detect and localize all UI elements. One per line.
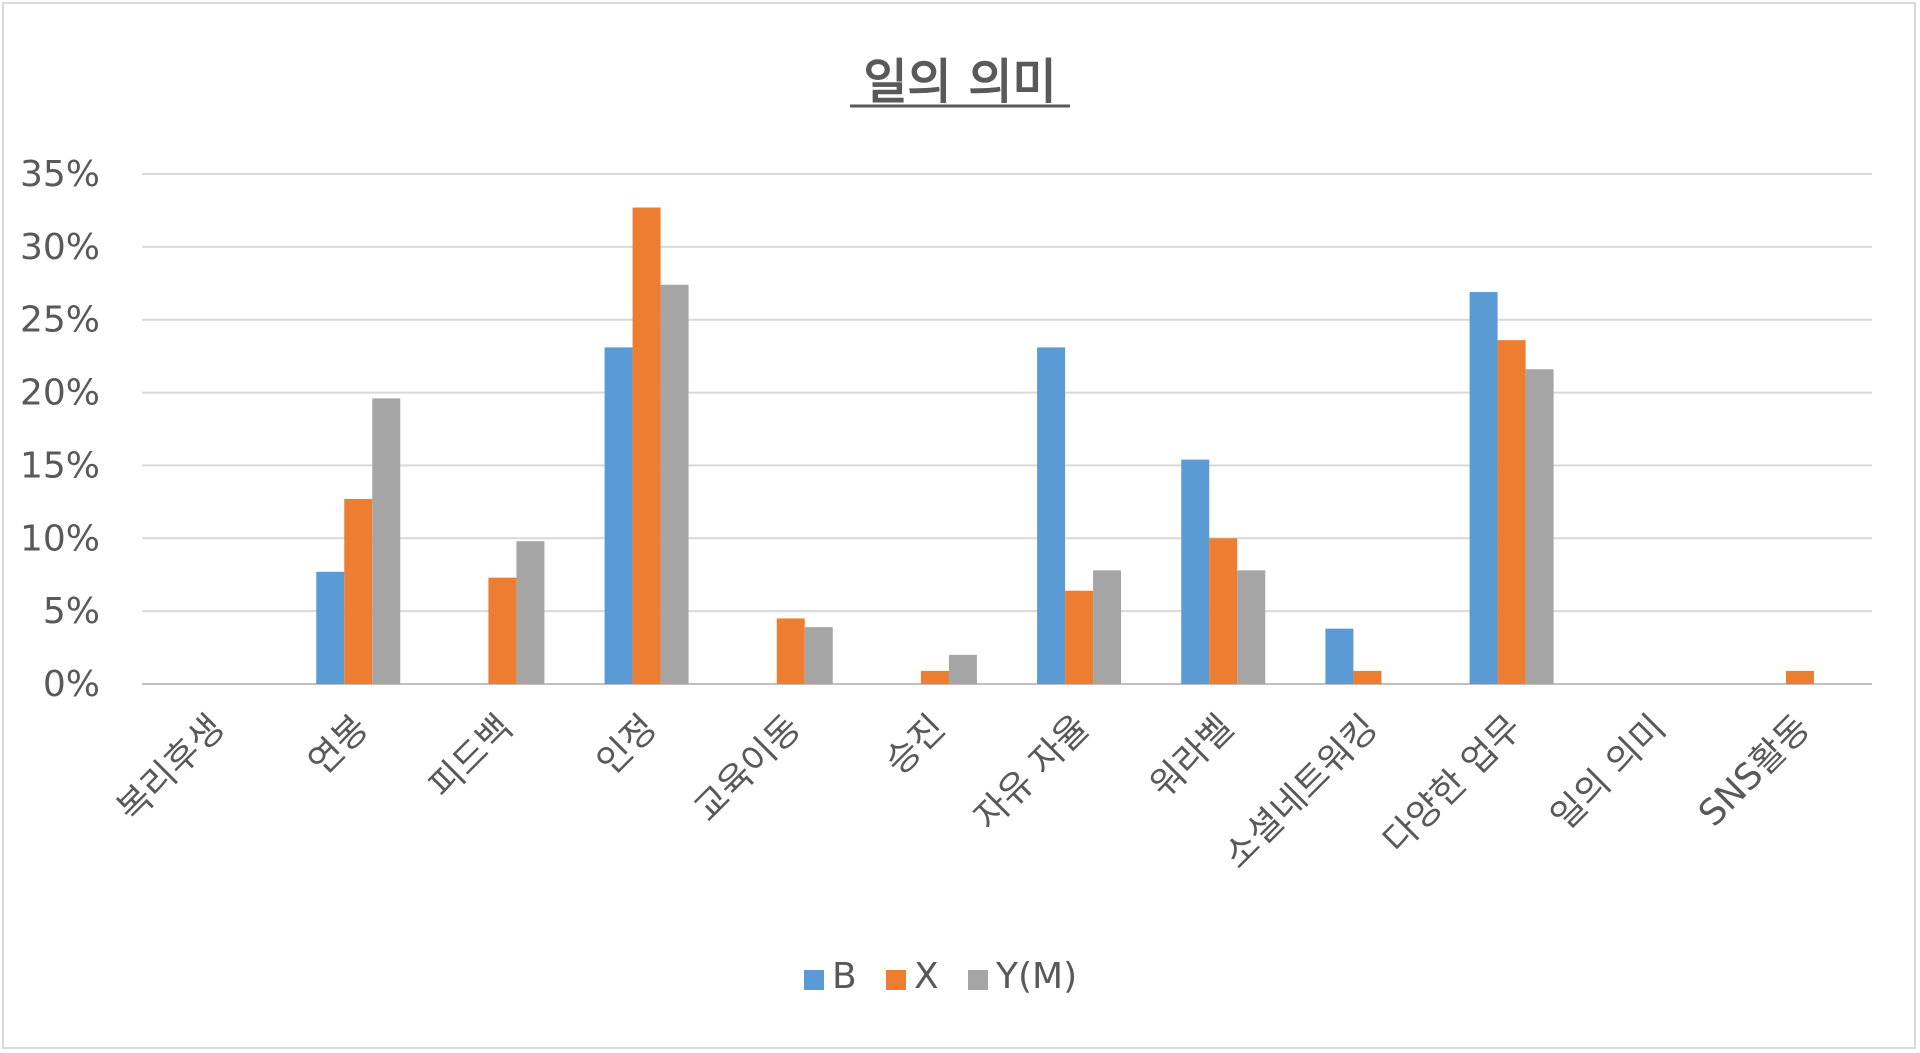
y-tick-label: 0% <box>43 664 100 705</box>
bar-x-9 <box>1497 340 1526 684</box>
y-tick-label: 30% <box>20 227 100 268</box>
x-category-label: 자유 자율 <box>967 707 1098 838</box>
x-category-label: 일의 의미 <box>1543 707 1674 838</box>
x-category-label: SNS활동 <box>1691 707 1818 834</box>
bar-ym-2 <box>516 541 545 684</box>
legend-swatch <box>804 970 824 990</box>
y-axis-ticks: 0% 5% 10% 15% 20% 25% 30% 35% <box>20 154 100 705</box>
legend-label: Y(M) <box>995 956 1077 997</box>
bar-ym-7 <box>1237 570 1266 684</box>
bar-x-3 <box>632 207 661 684</box>
bar-ym-5 <box>948 654 977 684</box>
bar-x-11 <box>1785 670 1814 684</box>
legend-swatch <box>968 970 988 990</box>
x-category-label: 피드백 <box>422 707 521 806</box>
x-category-label: 교육이동 <box>686 707 809 830</box>
bar-ym-1 <box>372 398 401 684</box>
gridlines <box>142 173 1872 685</box>
bar-x-5 <box>920 670 949 684</box>
bar-ym-3 <box>660 284 689 684</box>
x-category-label: 워라벨 <box>1142 707 1241 806</box>
bar-b-8 <box>1325 628 1354 684</box>
y-tick-label: 5% <box>43 591 100 632</box>
x-category-label: 인정 <box>589 707 665 783</box>
x-category-label: 연봉 <box>301 707 377 783</box>
y-tick-label: 35% <box>20 154 100 195</box>
legend-label: B <box>832 956 857 997</box>
chart-title-group: 일의 의미 <box>850 54 1070 110</box>
legend: B X Y(M) <box>804 956 1077 997</box>
legend-swatch <box>886 970 906 990</box>
x-category-label: 승진 <box>877 707 953 783</box>
bar-ym-4 <box>804 627 833 684</box>
x-category-label: 소셜네트워킹 <box>1216 707 1386 877</box>
y-tick-label: 15% <box>20 445 100 486</box>
bar-b-9 <box>1469 292 1498 684</box>
x-category-label: 다양한 업무 <box>1376 707 1530 861</box>
bar-b-7 <box>1181 459 1210 684</box>
bar-x-2 <box>488 577 517 684</box>
bar-x-8 <box>1353 670 1382 684</box>
bar-x-7 <box>1209 538 1238 684</box>
chart-title: 일의 의미 <box>863 54 1056 110</box>
bar-b-3 <box>604 347 633 684</box>
bars <box>316 207 1814 684</box>
bar-ym-6 <box>1093 570 1122 684</box>
bar-b-6 <box>1037 347 1066 684</box>
y-tick-label: 10% <box>20 518 100 559</box>
legend-label: X <box>914 956 939 997</box>
bar-ym-9 <box>1525 369 1554 684</box>
bar-x-1 <box>344 498 373 684</box>
bar-x-6 <box>1065 590 1094 684</box>
bar-b-1 <box>316 571 345 684</box>
x-category-label: 복리후생 <box>110 707 233 830</box>
bar-x-4 <box>776 618 805 684</box>
y-tick-label: 25% <box>20 300 100 341</box>
y-tick-label: 20% <box>20 373 100 414</box>
